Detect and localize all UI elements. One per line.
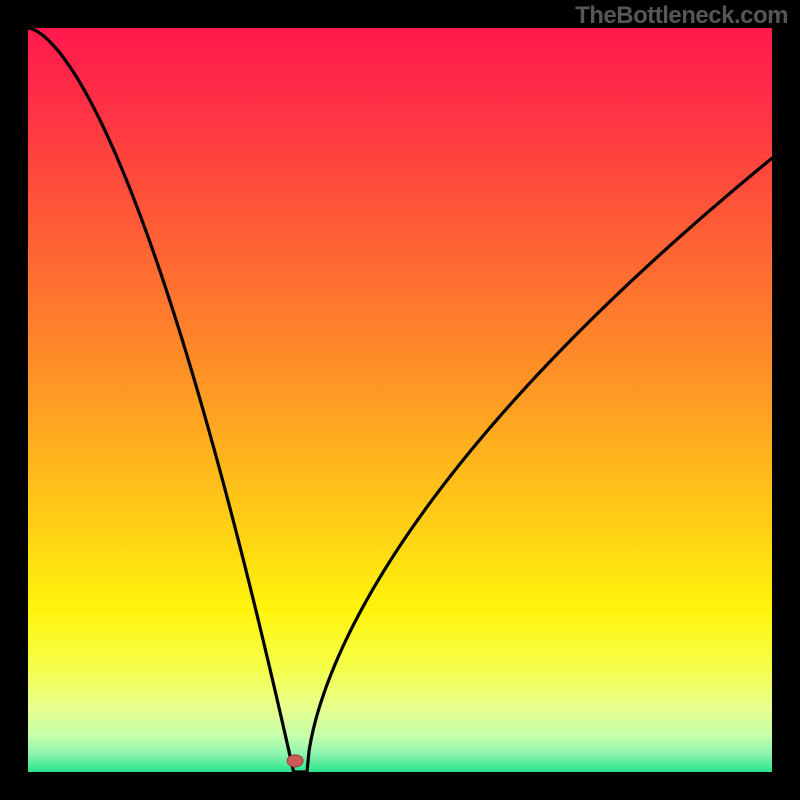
watermark-text: TheBottleneck.com [575,2,788,30]
bottleneck-curve-chart [0,0,800,800]
bottleneck-curve [28,28,772,772]
gradient-background [28,28,772,772]
optimum-marker [287,755,303,767]
chart-container: TheBottleneck.com [0,0,800,800]
